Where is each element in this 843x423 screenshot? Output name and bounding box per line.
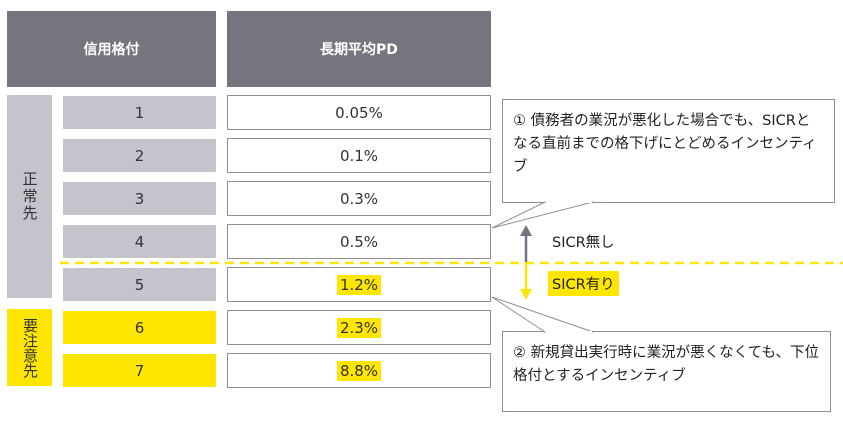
group-watch: 要注意先 xyxy=(7,309,52,386)
pd-value-4: 0.5% xyxy=(339,232,379,251)
pd-cell-3: 0.3% xyxy=(227,181,491,216)
pd-cell-7: 8.8% xyxy=(227,353,491,388)
rating-cell-2: 2 xyxy=(63,139,216,172)
callout-1-text: ① 債務者の業況が悪化した場合でも、SICRとなる直前までの格下げにとどめるイン… xyxy=(513,113,817,175)
pd-value-5: 1.2% xyxy=(336,274,382,295)
group-watch-label: 要注意先 xyxy=(21,317,39,378)
rating-cell-1: 1 xyxy=(63,96,216,129)
callout-2: ② 新規貸出実行時に業況が悪くなくても、下位格付とするインセンティブ xyxy=(502,331,831,412)
pd-value-1: 0.05% xyxy=(335,103,383,122)
no-sicr-label: SICR無し xyxy=(552,235,615,251)
sicr-arrowhead xyxy=(520,289,532,300)
rating-cell-6: 6 xyxy=(63,311,216,344)
rating-cell-4: 4 xyxy=(63,225,216,258)
pd-cell-6: 2.3% xyxy=(227,310,491,345)
pd-value-6: 2.3% xyxy=(336,317,382,338)
pd-cell-4: 0.5% xyxy=(227,224,491,259)
callout-2-text: ② 新規貸出実行時に業況が悪くなくても、下位格付とするインセンティブ xyxy=(513,345,820,384)
pd-value-2: 0.1% xyxy=(339,146,379,165)
pd-cell-5: 1.2% xyxy=(227,267,491,302)
rating-cell-7: 7 xyxy=(63,354,216,387)
pd-value-7: 8.8% xyxy=(336,360,382,381)
pd-header: 長期平均PD xyxy=(227,11,491,87)
callout-1: ① 債務者の業況が悪化した場合でも、SICRとなる直前までの格下げにとどめるイン… xyxy=(502,99,835,203)
rating-header: 信用格付 xyxy=(7,11,216,87)
pd-value-3: 0.3% xyxy=(339,189,379,208)
pd-cell-1: 0.05% xyxy=(227,95,491,130)
rating-cell-5: 5 xyxy=(63,268,216,301)
no-sicr-arrowhead xyxy=(520,225,532,236)
group-normal-label: 正常先 xyxy=(20,171,39,222)
rating-cell-3: 3 xyxy=(63,182,216,215)
pd-cell-2: 0.1% xyxy=(227,138,491,173)
group-normal: 正常先 xyxy=(7,95,52,298)
sicr-label: SICR有り xyxy=(548,271,619,296)
